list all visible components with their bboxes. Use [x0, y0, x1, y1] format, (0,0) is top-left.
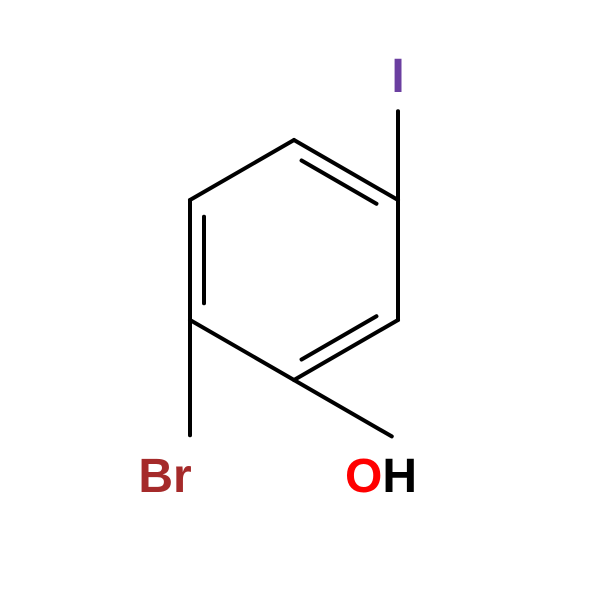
labels-layer: I Br OH — [138, 50, 417, 503]
molecule-diagram: I Br OH — [0, 0, 600, 600]
hydroxyl-label: OH — [345, 450, 417, 503]
bonds-layer — [190, 111, 398, 436]
bromine-label: Br — [138, 450, 191, 503]
iodine-label: I — [391, 50, 404, 103]
